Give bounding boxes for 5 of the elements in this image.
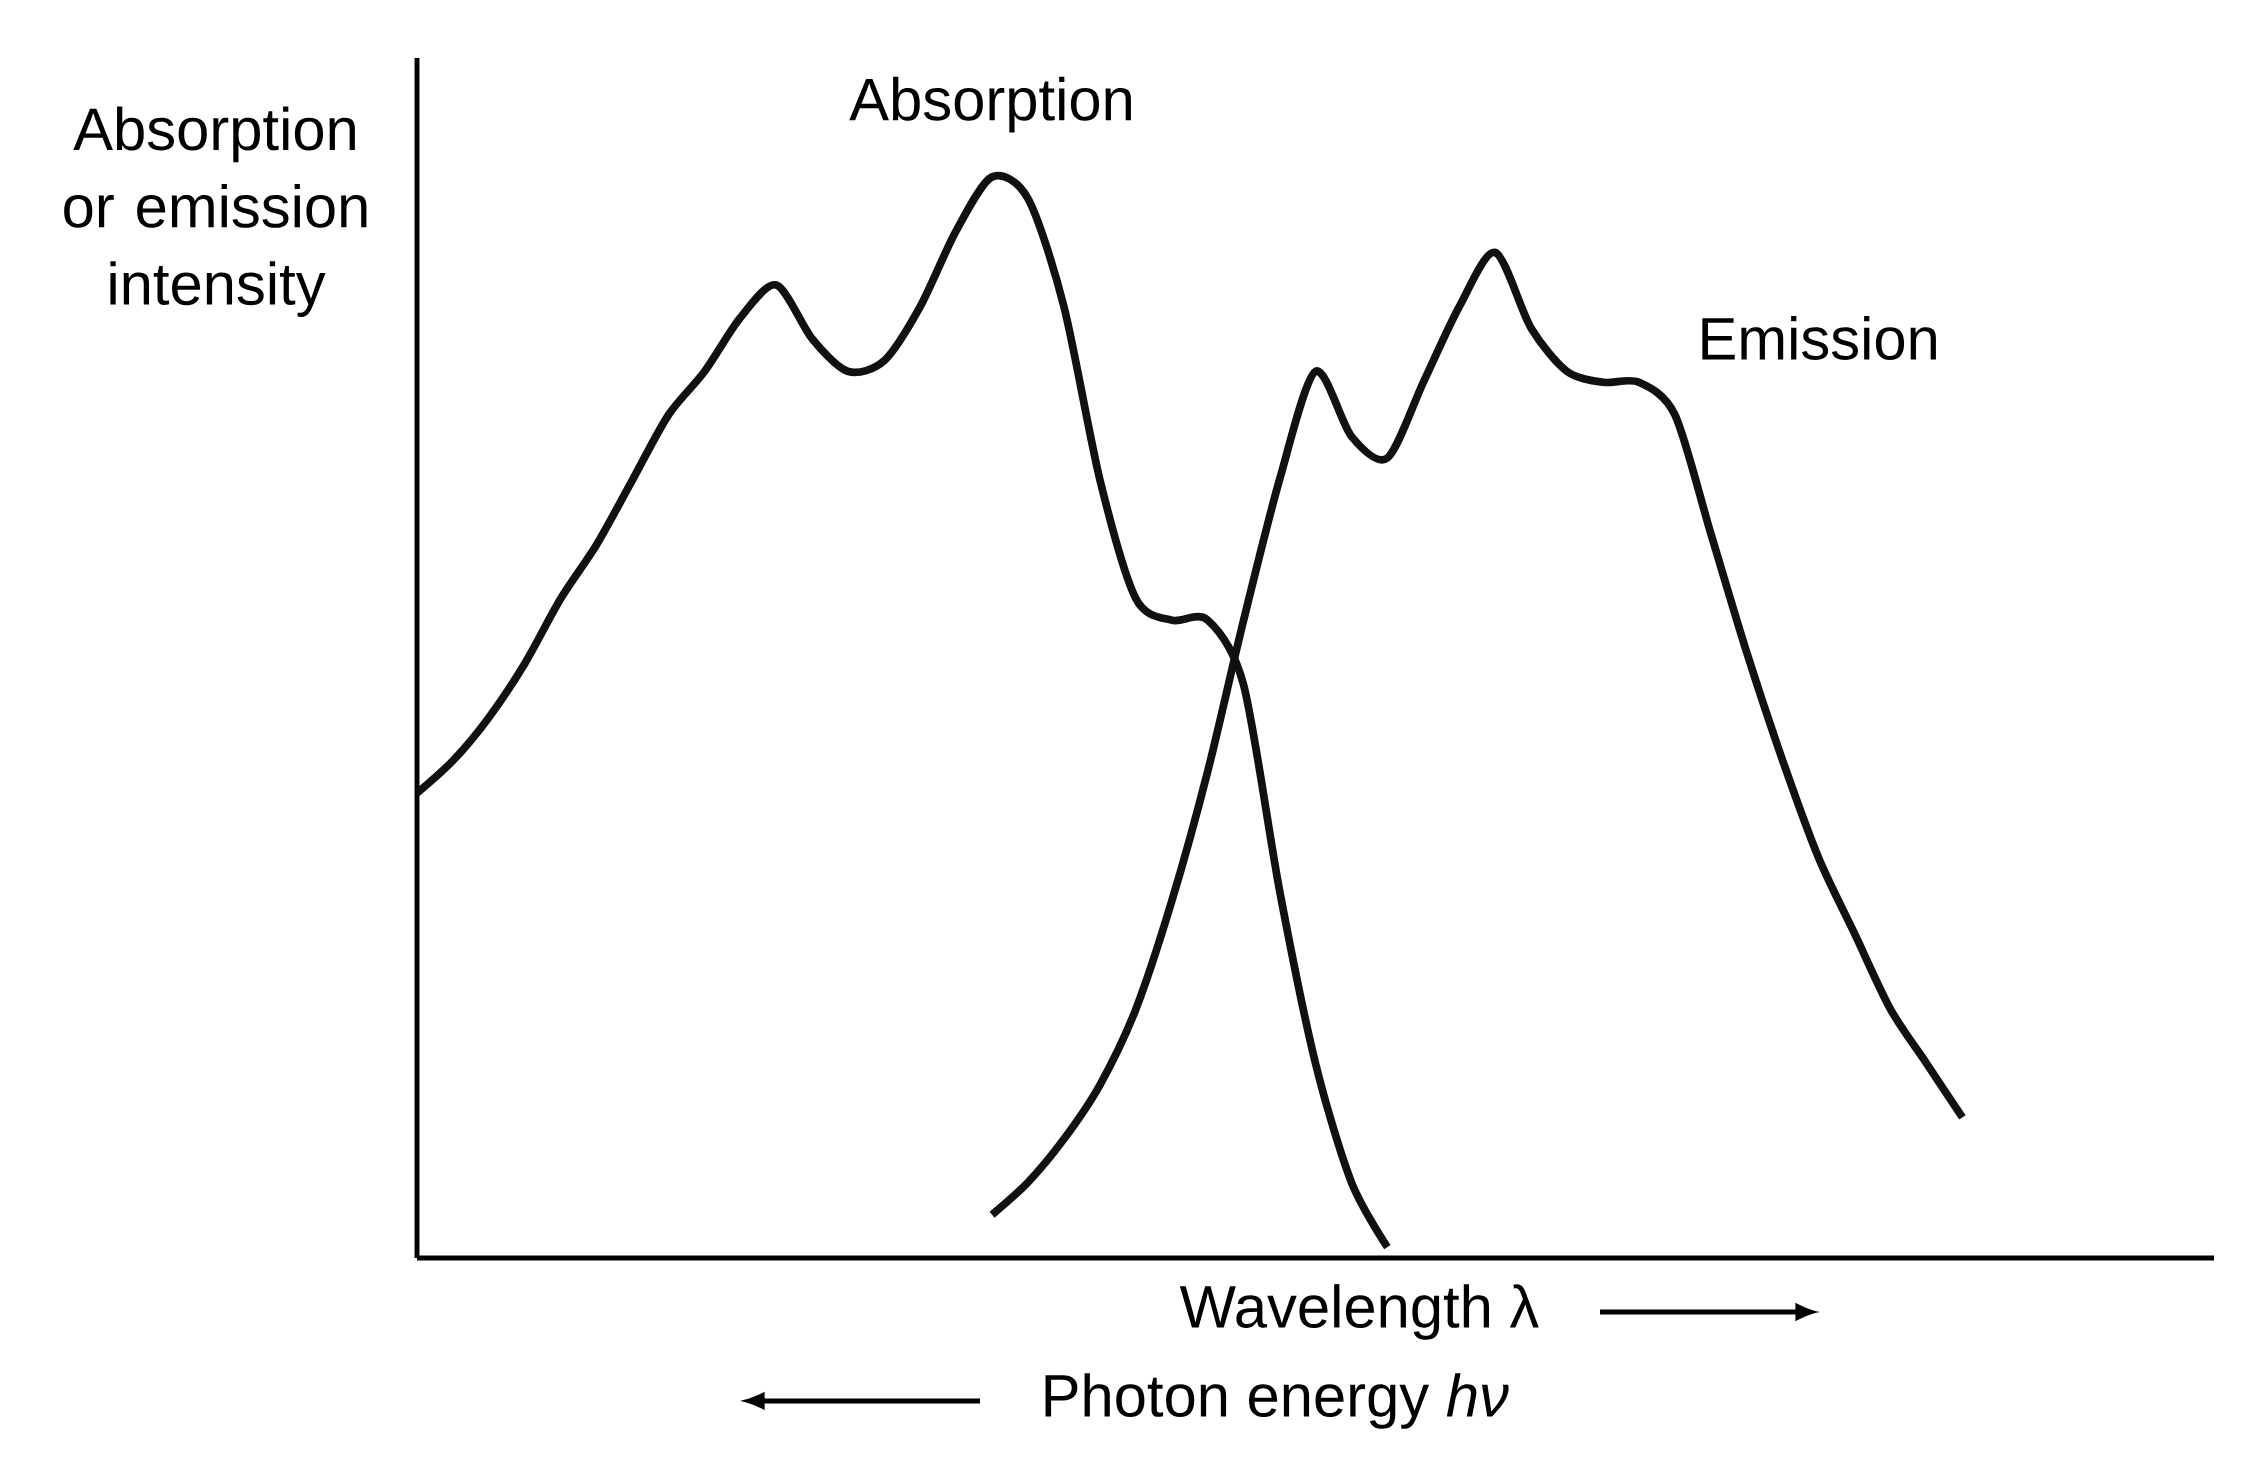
series-label: Emission — [1702, 316, 1936, 360]
text: Photon energy hν — [1045, 1373, 1509, 1429]
x-axis-title: Wavelength λ — [1179, 1284, 1539, 1340]
y-axis-title: Absorption or emission intensity — [64, 106, 367, 317]
series-label: Absorption — [849, 76, 1131, 133]
